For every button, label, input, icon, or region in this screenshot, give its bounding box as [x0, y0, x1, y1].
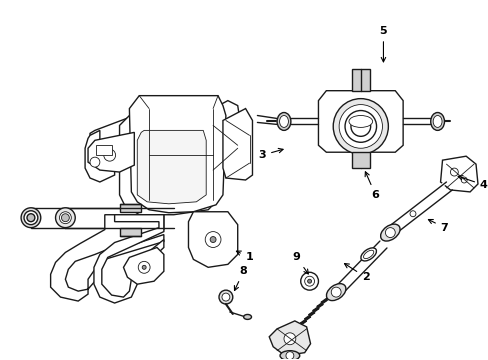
Polygon shape [123, 247, 163, 284]
Polygon shape [208, 121, 242, 172]
Ellipse shape [277, 113, 290, 130]
Circle shape [284, 333, 295, 345]
Ellipse shape [348, 116, 372, 127]
Polygon shape [85, 130, 114, 182]
Ellipse shape [243, 314, 251, 319]
Bar [119, 204, 141, 212]
Bar [351, 69, 369, 91]
Circle shape [138, 261, 150, 273]
Text: 4: 4 [457, 176, 487, 190]
Ellipse shape [432, 116, 441, 127]
Ellipse shape [56, 208, 75, 228]
Circle shape [339, 105, 382, 148]
Polygon shape [94, 215, 163, 303]
Text: 2: 2 [344, 264, 369, 282]
Polygon shape [129, 96, 225, 213]
Polygon shape [223, 109, 252, 180]
Circle shape [332, 99, 387, 154]
Text: 6: 6 [365, 172, 379, 200]
Circle shape [449, 168, 457, 176]
Polygon shape [119, 116, 218, 215]
Circle shape [330, 287, 341, 297]
Ellipse shape [380, 224, 399, 241]
Circle shape [103, 149, 115, 161]
Ellipse shape [219, 290, 232, 304]
Polygon shape [213, 100, 239, 122]
Polygon shape [88, 132, 134, 172]
Circle shape [385, 228, 394, 238]
Ellipse shape [326, 284, 345, 301]
Ellipse shape [24, 211, 38, 225]
Text: 1: 1 [236, 251, 253, 262]
Circle shape [300, 272, 318, 290]
Text: 9: 9 [292, 252, 307, 274]
Text: 8: 8 [234, 266, 247, 291]
Circle shape [304, 276, 314, 286]
Circle shape [27, 214, 35, 222]
Circle shape [210, 237, 216, 243]
Ellipse shape [222, 293, 229, 301]
Ellipse shape [280, 351, 299, 360]
Bar [351, 152, 369, 168]
Ellipse shape [21, 208, 41, 228]
Ellipse shape [363, 250, 373, 258]
Ellipse shape [360, 248, 376, 261]
Polygon shape [318, 91, 402, 152]
Polygon shape [188, 212, 237, 267]
Text: 5: 5 [379, 26, 386, 62]
Circle shape [90, 157, 100, 167]
Circle shape [285, 352, 293, 360]
Ellipse shape [430, 113, 444, 130]
Circle shape [61, 214, 69, 222]
Polygon shape [137, 130, 206, 204]
Circle shape [142, 265, 146, 269]
Bar [119, 228, 141, 235]
Circle shape [345, 111, 376, 142]
Bar [96, 145, 111, 155]
Polygon shape [269, 321, 310, 356]
Text: 7: 7 [427, 220, 447, 233]
Circle shape [350, 117, 370, 136]
Ellipse shape [279, 116, 288, 127]
Circle shape [205, 231, 221, 247]
Circle shape [460, 177, 466, 183]
Polygon shape [31, 208, 154, 228]
Text: 3: 3 [258, 148, 283, 160]
Polygon shape [51, 215, 163, 301]
Polygon shape [440, 156, 477, 192]
Circle shape [307, 279, 311, 283]
Ellipse shape [60, 212, 71, 224]
Polygon shape [90, 116, 183, 158]
Circle shape [409, 211, 415, 217]
